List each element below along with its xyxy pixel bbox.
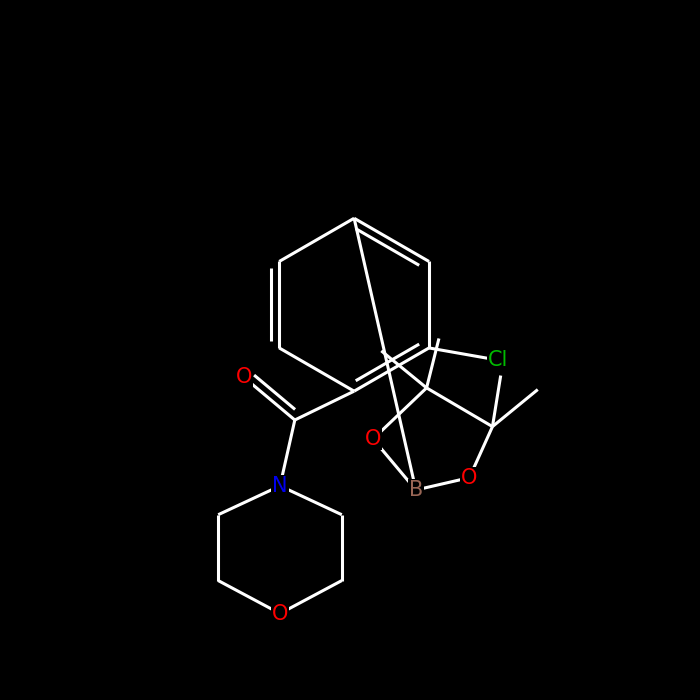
Text: O: O — [365, 429, 382, 449]
Text: O: O — [236, 368, 252, 387]
Text: B: B — [409, 480, 423, 500]
Text: Cl: Cl — [488, 350, 508, 370]
Text: O: O — [461, 468, 477, 488]
Text: N: N — [272, 476, 288, 496]
Text: O: O — [272, 603, 288, 624]
